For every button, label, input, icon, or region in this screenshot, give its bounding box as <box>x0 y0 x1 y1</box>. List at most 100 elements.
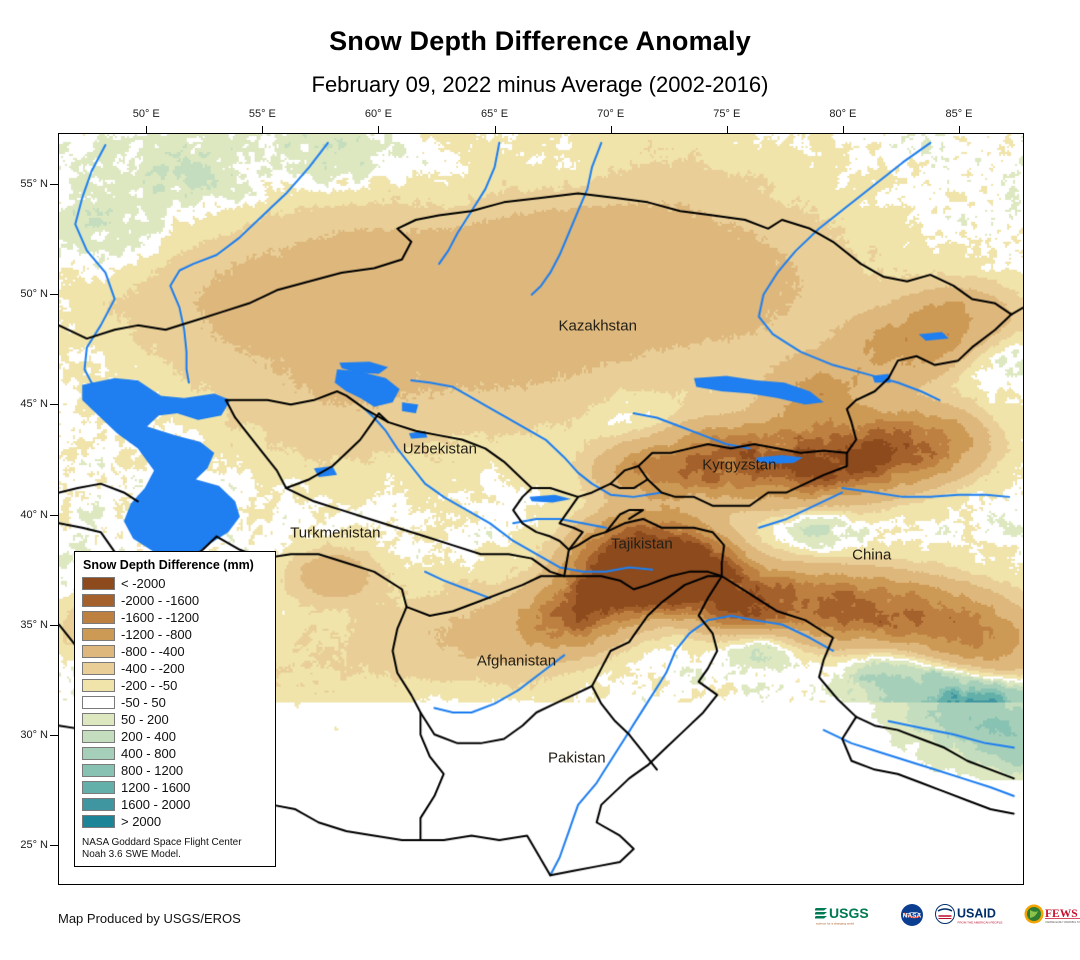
legend-swatch <box>82 696 115 709</box>
lat-label-45: 45° N <box>20 398 48 411</box>
svg-text:FROM THE AMERICAN PEOPLE: FROM THE AMERICAN PEOPLE <box>958 921 1003 925</box>
map-credit: Map Produced by USGS/EROS <box>58 911 241 926</box>
lat-label-35: 35° N <box>20 618 48 631</box>
map-legend: Snow Depth Difference (mm) < -2000 -2000 … <box>74 551 276 867</box>
lat-label-40: 40° N <box>20 508 48 521</box>
lon-tick-75 <box>726 126 728 133</box>
legend-row: > 2000 <box>82 813 268 830</box>
legend-row: -1200 - -800 <box>82 626 268 643</box>
lon-tick-80 <box>842 126 844 133</box>
legend-label: 800 - 1200 <box>121 763 184 778</box>
page-title: Snow Depth Difference Anomaly <box>329 26 751 56</box>
lon-tick-60 <box>378 126 380 133</box>
lon-label-55: 55° E <box>248 108 276 120</box>
svg-text:NASA: NASA <box>903 913 922 920</box>
legend-swatch <box>82 713 115 726</box>
legend-row: 1600 - 2000 <box>82 796 268 813</box>
legend-swatch <box>82 662 115 675</box>
legend-row: 400 - 800 <box>82 745 268 762</box>
legend-label: -1600 - -1200 <box>121 610 200 625</box>
legend-title: Snow Depth Difference (mm) <box>83 558 254 572</box>
country-label-kyrgyzstan: Kyrgyzstan <box>702 456 777 474</box>
svg-text:FAMINE EARLY WARNING SYSTEMS N: FAMINE EARLY WARNING SYSTEMS NETWORK <box>1046 921 1080 924</box>
legend-label: 1200 - 1600 <box>121 780 191 795</box>
lat-tick-40 <box>50 514 58 516</box>
fewsnet-logo: FEWS NET FAMINE EARLY WARNING SYSTEMS NE… <box>1024 904 1080 924</box>
legend-label: -800 - -400 <box>121 644 185 659</box>
map-frame[interactable]: Kazakhstan Uzbekistan Turkmenistan Kyrgyzst… <box>58 133 1024 885</box>
legend-row: 200 - 400 <box>82 728 268 745</box>
lat-tick-25 <box>50 845 58 847</box>
legend-row: < -2000 <box>82 575 268 592</box>
lon-label-70: 70° E <box>597 108 625 120</box>
lat-label-30: 30° N <box>20 729 48 742</box>
nasa-logo: NASA <box>901 904 923 926</box>
legend-swatch <box>82 815 115 828</box>
lat-tick-30 <box>50 735 58 737</box>
lon-label-60: 60° E <box>364 108 392 120</box>
legend-swatch <box>82 577 115 590</box>
legend-row: 800 - 1200 <box>82 762 268 779</box>
legend-swatch <box>82 628 115 641</box>
legend-swatch <box>82 781 115 794</box>
country-label-kazakhstan: Kazakhstan <box>558 317 637 335</box>
country-label-tajikistan: Tajikistan <box>610 535 673 553</box>
lon-label-85: 85° E <box>945 108 973 120</box>
legend-swatch <box>82 594 115 607</box>
lon-label-80: 80° E <box>829 108 857 120</box>
lon-tick-50 <box>146 126 148 133</box>
legend-row: -1600 - -1200 <box>82 609 268 626</box>
agency-logo-row: USGS science for a changing world NASA U… <box>815 903 1080 927</box>
legend-label: -2000 - -1600 <box>121 593 200 608</box>
usaid-logo: USAID FROM THE AMERICAN PEOPLE <box>935 904 1003 925</box>
legend-label: -400 - -200 <box>121 661 185 676</box>
lon-tick-70 <box>610 126 612 133</box>
svg-text:USGS: USGS <box>829 905 869 921</box>
svg-text:USAID: USAID <box>957 907 996 921</box>
country-label-pakistan: Pakistan <box>548 749 606 767</box>
page-subtitle: February 09, 2022 minus Average (2002-20… <box>311 72 769 97</box>
legend-label: -50 - 50 <box>121 695 166 710</box>
legend-label: 200 - 400 <box>121 729 176 744</box>
legend-row: -800 - -400 <box>82 643 268 660</box>
legend-class-list: < -2000 -2000 - -1600 -1600 - -1200 -1200 -… <box>82 575 268 830</box>
country-label-china: China <box>852 546 892 564</box>
legend-label: > 2000 <box>121 814 162 829</box>
lat-tick-35 <box>50 624 58 626</box>
legend-row: -50 - 50 <box>82 694 268 711</box>
svg-text:FEWS NET: FEWS NET <box>1045 908 1080 920</box>
legend-swatch <box>82 747 115 760</box>
legend-row: -400 - -200 <box>82 660 268 677</box>
legend-attribution-line1: NASA Goddard Space Flight Center <box>82 837 242 848</box>
legend-label: 1600 - 2000 <box>121 797 191 812</box>
lat-tick-50 <box>50 293 58 295</box>
legend-swatch <box>82 730 115 743</box>
lat-label-25: 25° N <box>20 839 48 852</box>
country-label-uzbekistan: Uzbekistan <box>402 440 477 458</box>
legend-swatch <box>82 798 115 811</box>
legend-swatch <box>82 764 115 777</box>
lon-label-65: 65° E <box>481 108 509 120</box>
legend-attribution: NASA Goddard Space Flight Center Noah 3.… <box>82 837 268 861</box>
lon-tick-55 <box>262 126 264 133</box>
lat-tick-45 <box>50 404 58 406</box>
legend-swatch <box>82 679 115 692</box>
legend-row: 1200 - 1600 <box>82 779 268 796</box>
legend-row: -2000 - -1600 <box>82 592 268 609</box>
legend-label: 400 - 800 <box>121 746 176 761</box>
legend-swatch <box>82 645 115 658</box>
legend-label: < -2000 <box>121 576 166 591</box>
lon-tick-85 <box>958 126 960 133</box>
legend-label: 50 - 200 <box>121 712 169 727</box>
legend-row: -200 - -50 <box>82 677 268 694</box>
svg-text:science for a changing world: science for a changing world <box>816 922 854 926</box>
country-label-turkmenistan: Turkmenistan <box>290 524 381 542</box>
lat-tick-55 <box>50 183 58 185</box>
usgs-logo: USGS science for a changing world <box>815 905 869 926</box>
lat-label-50: 50° N <box>20 287 48 300</box>
legend-row: 50 - 200 <box>82 711 268 728</box>
legend-attribution-line2: Noah 3.6 SWE Model. <box>82 849 181 860</box>
legend-label: -1200 - -800 <box>121 627 192 642</box>
lon-label-50: 50° E <box>132 108 160 120</box>
lon-tick-65 <box>494 126 496 133</box>
